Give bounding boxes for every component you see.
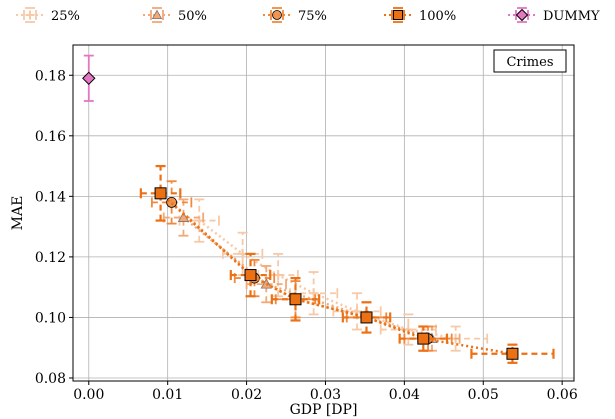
x-tick-label: 0.03 bbox=[310, 387, 341, 403]
legend-marker-diamond bbox=[515, 8, 529, 22]
annotation-label: Crimes bbox=[506, 55, 553, 70]
marker-diamond bbox=[82, 71, 96, 86]
y-tick-label: 0.10 bbox=[35, 310, 66, 326]
data-point bbox=[229, 252, 272, 298]
data-layer bbox=[82, 54, 555, 364]
legend-item-75pct: 75% bbox=[263, 7, 327, 24]
y-tick-label: 0.08 bbox=[35, 371, 66, 387]
x-tick-label: 0.04 bbox=[389, 387, 420, 403]
data-point bbox=[150, 180, 193, 225]
x-tick-label: 0.02 bbox=[231, 387, 262, 403]
x-tick-label: 0.05 bbox=[468, 387, 499, 403]
legend-marker-circle bbox=[272, 10, 282, 20]
y-tick-label: 0.18 bbox=[35, 68, 66, 84]
legend-item-100pct: 100% bbox=[384, 7, 456, 24]
x-tick-label: 0.00 bbox=[73, 387, 104, 403]
legend-label: 75% bbox=[298, 9, 327, 24]
series-75pct bbox=[150, 180, 453, 352]
y-tick-label: 0.14 bbox=[35, 189, 66, 205]
grid bbox=[73, 45, 574, 381]
series-dummy bbox=[82, 54, 96, 102]
annotation-box: Crimes bbox=[493, 49, 567, 73]
series-line bbox=[198, 219, 456, 340]
legend-label: DUMMY bbox=[543, 9, 600, 24]
x-tick-label: 0.06 bbox=[547, 387, 578, 403]
x-tick-label: 0.01 bbox=[152, 387, 183, 403]
data-point bbox=[82, 54, 96, 102]
data-point bbox=[332, 292, 382, 331]
legend-marker-triangle bbox=[151, 9, 163, 20]
series-50pct bbox=[162, 198, 461, 352]
marker-square bbox=[154, 187, 167, 200]
legend-item-dummy: DUMMY bbox=[508, 7, 600, 24]
marker-square bbox=[417, 332, 430, 345]
data-point bbox=[289, 271, 339, 316]
y-tick-label: 0.16 bbox=[35, 129, 66, 145]
y-tick-label: 0.12 bbox=[35, 250, 66, 266]
series-100pct bbox=[139, 164, 555, 364]
legend-marker-plus bbox=[25, 10, 35, 20]
annotation-frame bbox=[493, 49, 567, 73]
data-point bbox=[341, 301, 392, 334]
marker-square bbox=[360, 311, 373, 324]
marker-square bbox=[244, 269, 257, 282]
legend-label: 100% bbox=[419, 9, 456, 24]
plot-frame bbox=[72, 44, 575, 382]
data-point bbox=[270, 276, 321, 322]
legend: 25% 50% 75% 100% DUMMY bbox=[16, 7, 600, 24]
marker-square bbox=[289, 293, 302, 306]
legend-marker-square bbox=[393, 10, 403, 20]
axis-ticks: 0.00 0.01 0.02 0.03 0.04 0.05 0.06 0.08 0.10 0.12… bbox=[35, 68, 578, 403]
data-point bbox=[470, 343, 555, 364]
series-25pct bbox=[178, 198, 489, 352]
marker-square bbox=[506, 347, 519, 360]
marker-plus bbox=[308, 288, 319, 299]
legend-item-25pct: 25% bbox=[16, 7, 80, 24]
y-axis-title: MAE bbox=[10, 196, 26, 231]
x-axis-title: GDP [DP] bbox=[290, 402, 358, 418]
series-line bbox=[159, 192, 513, 355]
legend-label: 50% bbox=[178, 9, 207, 24]
marker-circle bbox=[166, 197, 178, 208]
legend-label: 25% bbox=[51, 9, 80, 24]
data-point bbox=[139, 164, 182, 222]
legend-item-50pct: 50% bbox=[143, 7, 207, 24]
data-point bbox=[398, 325, 449, 352]
